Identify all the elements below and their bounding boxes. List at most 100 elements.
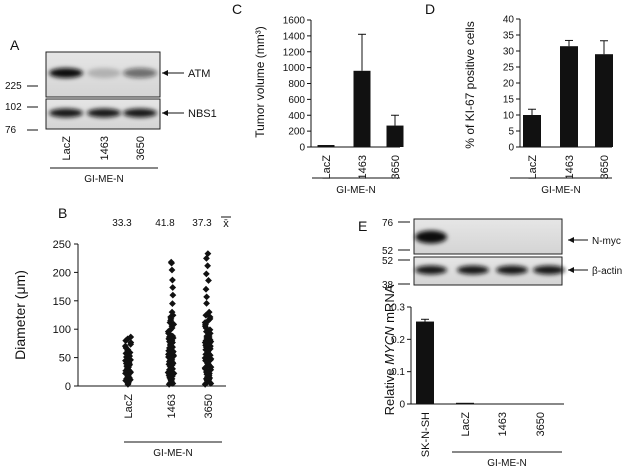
panel-e-ytick-label: 0 [399, 400, 405, 411]
panel-a: A 225 102 76 ATM NBS1 LacZ 1463 3650 GI-ME… [5, 37, 217, 185]
panel-b-category-label: 3650 [203, 394, 215, 418]
blot-band-actin-3 [533, 265, 565, 275]
blot-band-nbs1-1 [87, 108, 121, 118]
panel-b-point [124, 346, 132, 354]
panel-b-point [169, 284, 177, 291]
panel-c: C Tumor volume (mm³) 0 200 400 600 800 1000 12… [232, 1, 404, 196]
panel-b-point [121, 342, 129, 350]
panel-b: B Diameter (μm) 0 50 100 150 200 250 33.3 41.8… [12, 205, 231, 459]
marker-102: 102 [5, 102, 22, 113]
marker-e-52a: 52 [382, 246, 394, 257]
panel-b-ytick-label: 150 [53, 296, 71, 308]
panel-e-ytick-label: 0.1 [391, 367, 405, 378]
blot-band-atm-1 [87, 68, 121, 78]
panel-a-sample-label: 1463 [99, 136, 111, 160]
panel-c-bar-1 [353, 70, 371, 147]
panel-b-point [206, 342, 214, 350]
panel-a-sample-label: 3650 [135, 136, 147, 160]
panel-b-mean-0: 33.3 [112, 218, 132, 229]
nmyc-label: N-myc [592, 236, 621, 247]
panel-b-point [203, 254, 210, 262]
panel-b-group-label: GI-ME-N [153, 448, 192, 459]
panel-b-point [202, 285, 210, 293]
blot-band-nmyc-0 [415, 230, 447, 244]
blot-band-nbs1-0 [49, 108, 83, 118]
marker-e-52b: 52 [382, 256, 394, 267]
panel-b-point [169, 300, 176, 308]
panel-b-point [167, 313, 175, 321]
atm-arrowhead [162, 70, 168, 76]
panel-b-ytick-label: 200 [53, 267, 71, 279]
panel-b-point [122, 337, 130, 345]
panel-c-ytick-label: 800 [288, 79, 305, 90]
panel-b-point [167, 326, 174, 334]
panel-b-point [168, 266, 176, 274]
panel-c-ytick-label: 600 [288, 95, 305, 106]
panel-c-ytick-label: 1600 [283, 16, 306, 27]
panel-b-ytick-label: 250 [53, 239, 71, 251]
panel-b-ytick-label: 50 [59, 353, 71, 365]
panel-b-point [204, 262, 212, 270]
panel-b-point [204, 250, 212, 258]
panel-b-ytick-label: 0 [65, 381, 71, 393]
panel-b-point [169, 291, 177, 299]
panel-b-point [168, 308, 176, 316]
panel-d-bar-2 [595, 54, 613, 148]
panel-b-point [169, 359, 177, 366]
panel-e-group-label: GI-ME-N [487, 458, 526, 469]
panel-b-letter: B [58, 205, 67, 221]
panel-c-ytick-label: 1200 [283, 47, 306, 58]
panel-d-ytick-label: 0 [508, 143, 514, 154]
panel-b-mean-1: 41.8 [155, 218, 175, 229]
panel-c-ytick-label: 1000 [283, 63, 306, 74]
panel-c-group-label: GI-ME-N [336, 185, 375, 196]
panel-b-point [206, 330, 214, 337]
panel-d-ytick-label: 10 [503, 111, 515, 122]
panel-d-ylabel: % of KI-67 positive cells [463, 21, 477, 148]
blot-band-actin-1 [457, 265, 489, 275]
panel-d-letter: D [425, 1, 435, 17]
blot-band-actin-2 [496, 265, 528, 275]
blot-band-atm-0 [49, 68, 83, 78]
panel-c-ytick-label: 400 [288, 111, 305, 122]
nmyc-arrowhead [568, 237, 574, 243]
panel-e-category-label: 3650 [535, 412, 547, 436]
panel-e-ylabel: Relative MYCN mRNA [382, 284, 397, 415]
panel-d-ytick-label: 30 [503, 47, 515, 58]
panel-d-ytick-label: 20 [503, 79, 515, 90]
panel-b-point [206, 313, 214, 321]
panel-c-category-label: LacZ [321, 155, 333, 180]
blot-band-nbs1-2 [123, 108, 157, 118]
panel-b-point [204, 317, 212, 325]
marker-e-38: 38 [382, 280, 394, 291]
panel-d-ytick-label: 40 [503, 15, 515, 26]
panel-c-ylabel: Tumor volume (mm³) [253, 26, 267, 138]
panel-a-sample-label: LacZ [61, 136, 73, 161]
panel-c-bar-0 [317, 145, 335, 147]
panel-d-ytick-label: 35 [503, 31, 515, 42]
panel-d-ytick-label: 5 [508, 127, 514, 138]
panel-b-mean-2: 37.3 [192, 218, 212, 229]
marker-e-76: 76 [382, 218, 394, 229]
nbs1-label: NBS1 [188, 108, 217, 120]
panel-d-category-label: 1463 [564, 155, 576, 179]
atm-label: ATM [188, 68, 210, 80]
blot-band-actin-0 [415, 265, 447, 275]
panel-c-category-label: 1463 [357, 155, 369, 179]
marker-225: 225 [5, 81, 22, 92]
panel-e-ylabel-prefix: Relative [382, 365, 397, 416]
nbs1-arrowhead [162, 110, 168, 116]
actin-arrowhead [568, 267, 574, 273]
mean-symbol: x̄ [223, 218, 229, 230]
panel-c-letter: C [232, 1, 242, 17]
panel-d-bar-1 [560, 46, 578, 148]
panel-d-bar-0 [523, 115, 541, 147]
panel-d-category-label: 3650 [599, 155, 611, 179]
panel-d-ytick-label: 25 [503, 63, 515, 74]
panel-b-point [169, 276, 176, 284]
panel-e-category-label: LacZ [460, 412, 472, 437]
panel-b-point [203, 299, 210, 307]
panel-e: E 76 52 52 38 N-myc β-actin Relative MYC… [358, 218, 622, 469]
panel-b-point [205, 277, 212, 284]
panel-b-point [165, 371, 173, 379]
